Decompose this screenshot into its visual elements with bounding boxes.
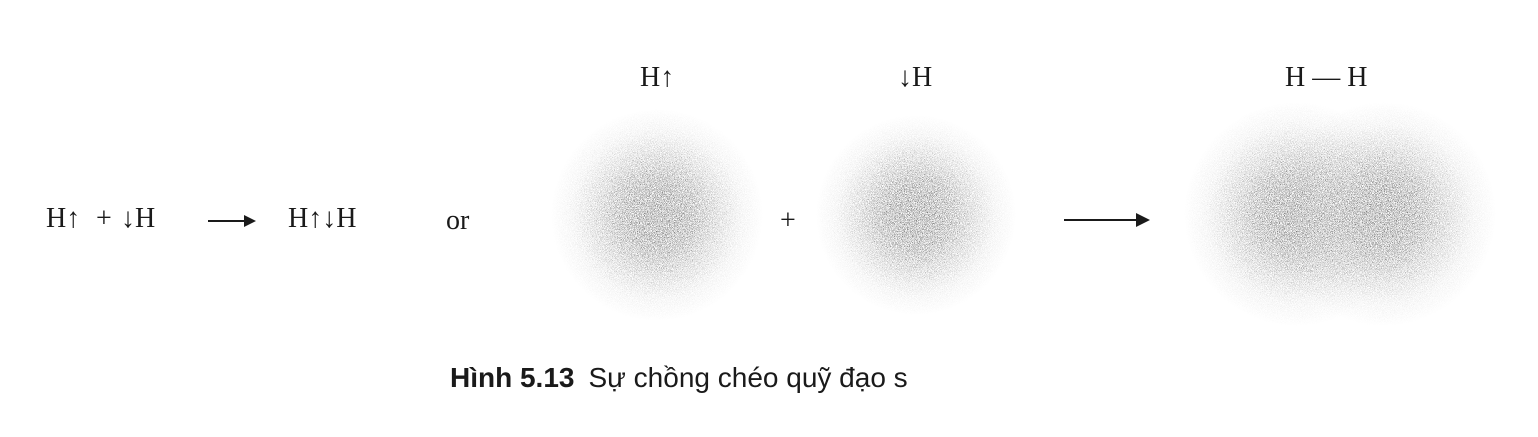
s-orbital-atom1	[551, 109, 763, 321]
product-h2-paired-spins: H↑↓H	[288, 203, 357, 234]
s-orbital-overlap-right	[1272, 102, 1496, 326]
atom1-label: H↑	[640, 62, 675, 93]
orbital-plus-sign: +	[780, 205, 796, 236]
or-word: or	[446, 205, 470, 236]
reactant-h-spin-up: H↑	[46, 203, 81, 234]
reaction-arrow-icon	[208, 215, 256, 227]
reactant-h-spin-down: ↓H	[121, 203, 156, 234]
figure-caption: Hình 5.13 Sự chồng chéo quỹ đạo s	[450, 362, 908, 394]
figure-number: Hình 5.13	[450, 362, 575, 393]
atom2-label: ↓H	[898, 62, 933, 93]
equation-plus-sign: +	[96, 203, 112, 234]
s-orbital-atom2	[816, 115, 1016, 315]
figure-caption-text: Sự chồng chéo quỹ đạo s	[588, 362, 908, 393]
orbital-arrow-icon	[1064, 213, 1150, 227]
molecule-label: H — H	[1285, 62, 1368, 93]
